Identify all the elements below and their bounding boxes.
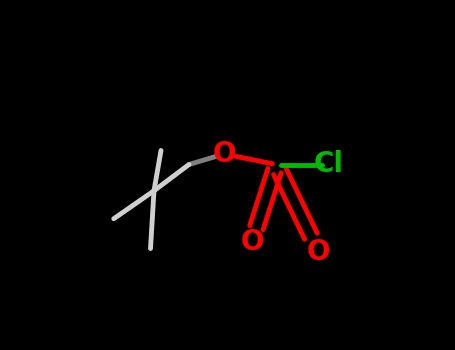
Text: O: O [307,238,330,266]
Text: O: O [212,140,236,168]
Text: Cl: Cl [314,150,344,178]
Text: O: O [240,228,264,256]
